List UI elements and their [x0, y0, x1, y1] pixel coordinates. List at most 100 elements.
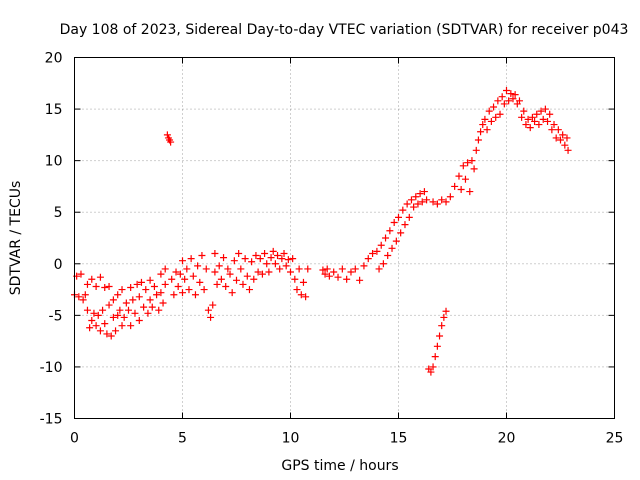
data-point	[105, 301, 113, 309]
data-point	[161, 265, 169, 273]
data-point	[554, 126, 562, 134]
data-point	[472, 146, 480, 154]
data-point	[135, 317, 143, 325]
data-point	[388, 244, 396, 252]
data-point	[299, 278, 307, 286]
data-point	[172, 268, 180, 276]
grid-lines	[74, 57, 615, 419]
data-point	[401, 221, 409, 229]
data-point	[533, 110, 541, 118]
data-point	[217, 275, 225, 283]
data-point	[127, 322, 135, 330]
data-point	[122, 299, 130, 307]
data-point	[442, 198, 450, 206]
data-point	[92, 322, 100, 330]
x-tick-labels: 0 5 10 15 20 25	[70, 431, 623, 447]
y-tick-label: -5	[49, 308, 63, 324]
data-point	[539, 115, 547, 123]
data-point	[83, 306, 91, 314]
data-point	[77, 270, 85, 278]
data-point	[83, 280, 91, 288]
data-point	[153, 291, 161, 299]
data-point	[343, 275, 351, 283]
data-point	[407, 196, 415, 204]
data-point	[546, 110, 554, 118]
x-tick-label: 5	[178, 431, 187, 447]
data-point	[200, 286, 208, 294]
data-point	[297, 291, 305, 299]
data-point	[466, 188, 474, 196]
data-point	[131, 309, 139, 317]
data-point	[446, 193, 454, 201]
data-point	[386, 227, 394, 235]
data-point	[442, 307, 450, 315]
data-point	[511, 91, 519, 99]
data-point	[438, 322, 446, 330]
data-point	[211, 249, 219, 257]
data-point	[382, 234, 390, 242]
data-point	[319, 266, 327, 274]
data-point	[224, 265, 232, 273]
data-point	[550, 121, 558, 129]
data-point	[280, 249, 288, 257]
data-point	[544, 117, 552, 125]
plot-frame	[74, 57, 615, 419]
data-point	[284, 256, 292, 264]
y-tick-labels: 20 15 10 5 0 -5 -10 -15	[40, 51, 63, 428]
data-point	[414, 200, 422, 208]
data-point	[427, 368, 435, 376]
data-point	[563, 134, 571, 142]
data-point	[168, 275, 176, 283]
data-point	[261, 249, 269, 257]
data-point	[474, 136, 482, 144]
data-point	[140, 303, 148, 311]
data-point	[451, 182, 459, 190]
data-point	[187, 255, 195, 263]
data-point	[167, 138, 175, 146]
y-tick-label: 10	[45, 154, 63, 170]
data-point	[520, 107, 528, 115]
data-point	[505, 97, 513, 105]
data-point	[338, 265, 346, 273]
data-point	[135, 293, 143, 301]
data-point	[105, 282, 113, 290]
data-point	[479, 121, 487, 129]
data-point	[561, 141, 569, 149]
data-point	[204, 306, 212, 314]
data-point	[226, 270, 234, 278]
data-points	[71, 87, 572, 376]
data-point	[157, 270, 165, 278]
data-point	[79, 296, 87, 304]
data-point	[183, 265, 191, 273]
data-point	[535, 121, 543, 129]
data-point	[459, 162, 467, 170]
y-axis-label: SDTVAR / TECUs	[8, 181, 24, 296]
x-axis-label: GPS time / hours	[281, 458, 398, 474]
data-point	[412, 193, 420, 201]
data-point	[287, 268, 294, 276]
data-point	[429, 363, 437, 371]
data-point	[269, 247, 277, 255]
x-tick-label: 15	[390, 431, 408, 447]
data-point	[436, 332, 444, 340]
data-point	[235, 249, 243, 257]
y-tick-label: 0	[54, 257, 63, 273]
data-point	[295, 265, 303, 273]
data-point	[461, 175, 469, 183]
data-point	[207, 313, 215, 321]
data-point	[114, 291, 122, 299]
x-tick-label: 25	[606, 431, 624, 447]
data-point	[377, 241, 385, 249]
data-point	[410, 203, 418, 211]
data-point	[356, 276, 364, 284]
data-point	[161, 280, 169, 288]
data-point	[431, 353, 439, 361]
data-point	[109, 296, 117, 304]
data-point	[94, 311, 102, 319]
data-point	[179, 257, 186, 265]
data-point	[243, 272, 251, 280]
data-point	[537, 107, 545, 115]
y-tick-label: 15	[45, 102, 63, 118]
data-point	[498, 93, 506, 101]
axis-ticks	[74, 57, 615, 419]
